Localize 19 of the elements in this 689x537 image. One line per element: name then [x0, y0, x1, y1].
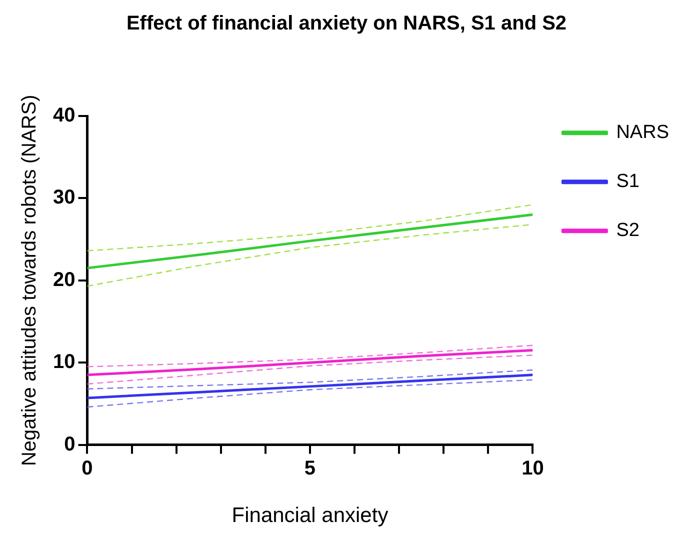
legend-label: NARS [616, 122, 670, 144]
x-tick-label: 10 [522, 457, 544, 480]
line-series [87, 379, 533, 408]
y-tick-label: 10 [52, 351, 76, 374]
y-axis-title: Negative attitudes towards robots (NARS) [18, 94, 41, 466]
line-series [87, 354, 533, 385]
legend-label: S2 [616, 220, 640, 242]
x-tick-label: 0 [82, 457, 93, 480]
line-series [87, 204, 533, 252]
y-tick-label: 30 [52, 186, 76, 209]
y-tick-label: 0 [64, 433, 76, 456]
x-axis-title: Financial anxiety [232, 504, 389, 528]
x-tick-label: 5 [304, 457, 316, 480]
chart-title: Effect of financial anxiety on NARS, S1 and S2 [126, 12, 567, 35]
y-tick-label: 20 [52, 268, 76, 291]
legend-label: S1 [616, 171, 640, 192]
y-tick-label: 40 [52, 104, 76, 127]
line-series [87, 369, 533, 390]
line-series [87, 344, 533, 368]
